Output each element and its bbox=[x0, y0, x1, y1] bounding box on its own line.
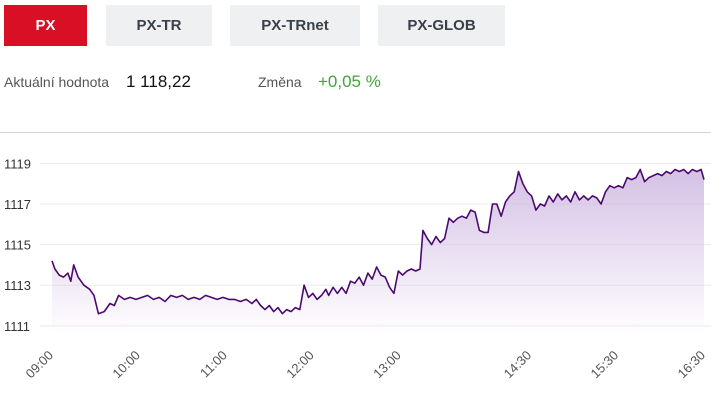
tab-px-tr[interactable]: PX-TR bbox=[106, 5, 212, 46]
current-value: 1 118,22 bbox=[126, 72, 191, 91]
x-tick-label: 14:30 bbox=[501, 348, 535, 382]
tab-px-trnet[interactable]: PX-TRnet bbox=[230, 5, 360, 46]
y-tick-label: 1117 bbox=[4, 197, 31, 212]
x-tick-label: 16:30 bbox=[675, 348, 709, 382]
x-tick-label: 13:00 bbox=[370, 348, 404, 382]
y-tick-label: 1115 bbox=[4, 238, 31, 253]
x-tick-label: 12:00 bbox=[283, 348, 317, 382]
y-axis: 1111 1113 1115 1117 1119 bbox=[4, 156, 31, 333]
y-tick-label: 1111 bbox=[4, 319, 30, 334]
series-line bbox=[51, 168, 705, 315]
x-tick-label: 09:00 bbox=[23, 348, 57, 382]
series-area bbox=[52, 169, 704, 336]
x-tick-label: 10:00 bbox=[109, 348, 143, 382]
current-value-label: Aktuální hodnota bbox=[4, 74, 110, 90]
x-axis: 09:00 10:00 11:00 12:00 13:00 14:30 15:30 16:30 bbox=[23, 348, 709, 382]
tab-px[interactable]: PX bbox=[4, 5, 87, 46]
change-value: +0,05 % bbox=[318, 72, 381, 91]
y-tick-label: 1113 bbox=[4, 278, 31, 293]
change-label: Změna bbox=[258, 74, 302, 90]
x-tick-label: 15:30 bbox=[588, 348, 622, 382]
y-tick-label: 1119 bbox=[4, 156, 31, 171]
tab-px-glob[interactable]: PX-GLOB bbox=[378, 5, 505, 46]
x-tick-label: 11:00 bbox=[197, 348, 230, 381]
